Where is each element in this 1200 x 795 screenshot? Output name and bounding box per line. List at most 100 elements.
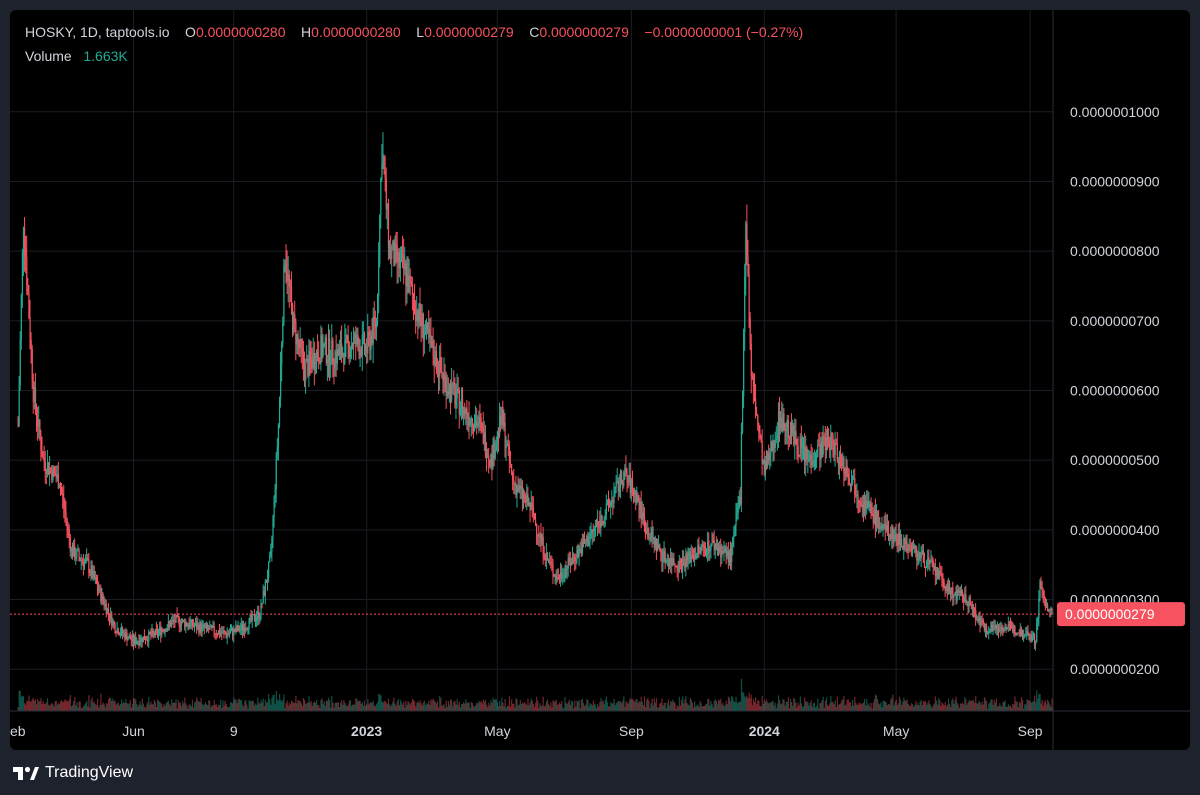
candle-body bbox=[83, 561, 86, 567]
candle-body bbox=[508, 445, 511, 462]
volume-bar bbox=[953, 703, 955, 711]
candle-body bbox=[730, 550, 732, 563]
volume-bar bbox=[864, 698, 866, 711]
volume-bar bbox=[784, 705, 786, 711]
candle-body bbox=[234, 628, 236, 632]
candle-body bbox=[290, 287, 293, 305]
candle-body bbox=[385, 178, 387, 210]
volume-bar bbox=[727, 696, 730, 711]
volume-bar bbox=[662, 705, 664, 711]
candle-body bbox=[447, 391, 450, 395]
volume-bar bbox=[721, 704, 723, 711]
chart-panel[interactable]: 0.0000000200 0.0000000300 0.0000000400 0.00… bbox=[10, 10, 1190, 750]
volume-bar bbox=[225, 703, 227, 711]
candle-body bbox=[29, 317, 31, 340]
volume-bar bbox=[736, 702, 738, 711]
candle-body bbox=[545, 553, 548, 560]
candle-body bbox=[751, 375, 754, 378]
candle-body bbox=[483, 432, 485, 444]
volume-bar bbox=[824, 700, 826, 711]
volume-bar bbox=[31, 699, 33, 711]
volume-bar bbox=[328, 697, 330, 711]
candle-body bbox=[770, 441, 772, 454]
candle-body bbox=[52, 466, 54, 481]
volume-bar bbox=[909, 705, 911, 711]
volume-bar bbox=[627, 703, 629, 711]
candle-body bbox=[314, 368, 317, 370]
volume-bar bbox=[195, 701, 197, 711]
volume-bar bbox=[269, 699, 271, 711]
volume-bar bbox=[130, 707, 133, 711]
volume-bar bbox=[600, 698, 602, 711]
candle-body bbox=[50, 467, 52, 471]
volume-bar bbox=[611, 703, 613, 711]
candle-body bbox=[865, 500, 867, 510]
volume-bar bbox=[831, 701, 833, 711]
volume-bar bbox=[976, 703, 978, 711]
volume-bar bbox=[556, 704, 558, 711]
volume-bar bbox=[970, 700, 972, 711]
volume-bar bbox=[106, 703, 109, 711]
y-tick-label: 0.0000000600 bbox=[1070, 383, 1160, 399]
volume-bar bbox=[295, 695, 297, 711]
volume-bar bbox=[282, 699, 284, 711]
volume-bar bbox=[312, 702, 314, 711]
volume-bar bbox=[385, 702, 387, 711]
candle-body bbox=[896, 539, 898, 546]
candle-body bbox=[593, 528, 596, 532]
volume-bar bbox=[577, 701, 579, 711]
candle-body bbox=[40, 435, 42, 451]
candlestick-chart[interactable]: 0.00000002000.00000003000.00000004000.00… bbox=[10, 10, 1190, 750]
footer-branding[interactable]: TradingView bbox=[13, 762, 133, 784]
candle-body bbox=[660, 550, 662, 553]
candle-body bbox=[77, 550, 79, 552]
volume-bar bbox=[305, 703, 307, 711]
candle-body bbox=[333, 362, 335, 368]
candle-body bbox=[702, 544, 704, 547]
volume-bar bbox=[975, 695, 977, 711]
open-label: O bbox=[185, 24, 196, 40]
candle-body bbox=[785, 428, 787, 432]
volume-bar bbox=[649, 707, 651, 711]
candle-body bbox=[592, 529, 594, 532]
volume-bar bbox=[750, 694, 752, 711]
candle-body bbox=[139, 641, 141, 645]
candle-body bbox=[101, 593, 103, 601]
volume-bar bbox=[520, 704, 523, 711]
candle-body bbox=[625, 468, 627, 475]
candle-body bbox=[769, 453, 771, 461]
candle-body bbox=[657, 547, 659, 551]
candle-body bbox=[107, 608, 110, 614]
volume-label[interactable]: Volume bbox=[25, 48, 72, 64]
volume-bar bbox=[143, 706, 146, 711]
volume-bar bbox=[131, 703, 134, 711]
symbol-label[interactable]: HOSKY, 1D, taptools.io bbox=[25, 24, 170, 40]
candle-body bbox=[633, 488, 635, 495]
volume-bar bbox=[898, 696, 901, 711]
candle-body bbox=[1051, 608, 1053, 615]
candle-body bbox=[677, 569, 679, 572]
candle-body bbox=[252, 614, 255, 616]
volume-bar bbox=[954, 700, 956, 711]
high-value: 0.0000000280 bbox=[311, 24, 401, 40]
volume-bar bbox=[294, 702, 296, 711]
candle-body bbox=[57, 473, 60, 489]
candle-body bbox=[342, 353, 344, 356]
candle-body bbox=[532, 507, 535, 517]
volume-bar bbox=[185, 703, 187, 711]
candle-body bbox=[382, 157, 384, 165]
candle-body bbox=[260, 603, 262, 618]
volume-bar bbox=[873, 698, 876, 711]
candle-body bbox=[764, 461, 767, 475]
volume-bar bbox=[156, 699, 159, 711]
candle-body bbox=[1007, 623, 1010, 628]
candle-body bbox=[257, 611, 259, 618]
candle-body bbox=[598, 521, 600, 523]
volume-bar bbox=[1038, 693, 1040, 711]
volume-bar bbox=[904, 700, 906, 711]
candle-body bbox=[318, 357, 320, 361]
volume-bar bbox=[814, 707, 817, 711]
volume-bar bbox=[104, 707, 106, 711]
candle-body bbox=[491, 454, 493, 466]
volume-bar bbox=[891, 697, 893, 711]
